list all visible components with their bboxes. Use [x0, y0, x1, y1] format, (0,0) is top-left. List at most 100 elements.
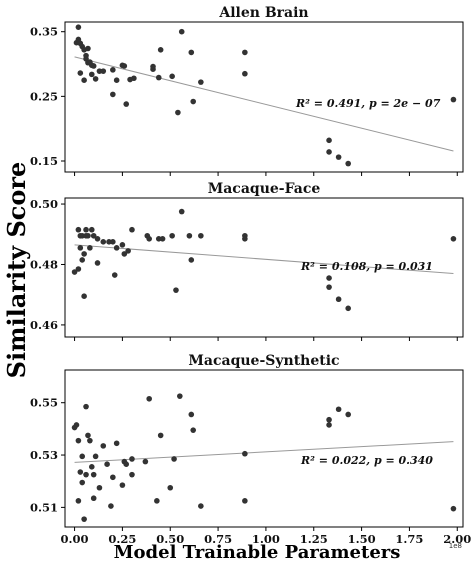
x-tick-label: 0.00 — [61, 532, 89, 546]
data-point — [111, 272, 118, 278]
y-tick-label: 0.46 — [30, 318, 58, 332]
y-axis-label: Similarity Score — [2, 162, 31, 379]
x-tick-label: 2.00 — [443, 532, 471, 546]
data-point — [159, 235, 166, 242]
data-point — [88, 226, 95, 233]
data-point — [100, 239, 107, 245]
data-point — [113, 440, 120, 447]
data-point — [146, 395, 152, 402]
x-tick-label: 1.25 — [300, 532, 328, 546]
data-point — [75, 24, 82, 30]
panel-title: Allen Brain — [218, 5, 308, 21]
data-point — [81, 293, 87, 300]
data-point — [90, 63, 97, 69]
y-tick-label: 0.48 — [30, 257, 58, 271]
data-point — [104, 461, 110, 468]
data-point — [188, 49, 195, 56]
panel-title: Macaque-Synthetic — [188, 353, 339, 369]
data-point — [178, 208, 185, 215]
data-point — [450, 96, 457, 103]
data-point — [129, 456, 135, 462]
data-point — [77, 70, 84, 76]
data-point — [450, 235, 457, 242]
x-tick-label: 1.75 — [395, 532, 423, 546]
data-point — [77, 469, 84, 475]
data-point — [150, 66, 156, 72]
data-point — [190, 98, 197, 105]
data-point — [125, 248, 131, 254]
data-point — [77, 245, 84, 251]
y-tick-label: 0.25 — [30, 89, 58, 103]
data-point — [169, 232, 175, 239]
data-point — [96, 484, 103, 491]
y-tick-label: 0.50 — [30, 197, 58, 211]
data-point — [75, 266, 82, 272]
data-point — [171, 456, 177, 462]
data-point — [335, 296, 342, 303]
data-point — [71, 269, 78, 275]
data-point — [110, 91, 116, 98]
data-point — [198, 503, 204, 509]
data-point — [79, 232, 86, 239]
data-point — [81, 251, 87, 257]
data-point — [142, 458, 149, 465]
stat-annotation: R² = 0.491, p = 2e − 07 — [295, 97, 441, 110]
data-point — [85, 432, 91, 439]
data-point — [90, 471, 97, 478]
y-tick-label: 0.53 — [30, 448, 58, 462]
data-point — [169, 73, 175, 80]
stat-annotation: R² = 0.108, p = 0.031 — [300, 260, 433, 273]
data-point — [157, 47, 164, 53]
data-point — [92, 453, 99, 460]
panel-title: Macaque-Face — [208, 181, 321, 197]
data-point — [81, 516, 87, 522]
x-tick-label: 1.00 — [252, 532, 280, 546]
data-point — [75, 498, 82, 504]
data-point — [79, 453, 86, 460]
data-point — [242, 49, 248, 56]
data-point — [96, 68, 103, 74]
stat-annotation: R² = 0.022, p = 0.340 — [300, 454, 433, 467]
data-point — [175, 109, 181, 116]
data-point — [110, 67, 116, 73]
data-point — [326, 137, 332, 144]
data-point — [198, 232, 204, 239]
data-point — [73, 422, 80, 428]
data-point — [178, 28, 185, 35]
regression-line — [74, 244, 454, 275]
data-point — [100, 443, 107, 449]
data-point — [345, 160, 351, 167]
data-point — [345, 411, 351, 418]
data-point — [94, 260, 101, 266]
data-point — [190, 427, 197, 433]
data-point — [131, 75, 137, 82]
data-point — [85, 232, 91, 239]
data-point — [110, 474, 116, 481]
data-point — [94, 235, 101, 242]
data-point — [155, 74, 162, 81]
data-point — [110, 239, 116, 245]
data-point — [177, 393, 183, 399]
data-point — [198, 79, 204, 85]
data-point — [326, 422, 332, 428]
y-tick-label: 0.55 — [30, 396, 58, 410]
y-tick-label: 0.51 — [30, 500, 58, 514]
data-point — [167, 484, 174, 491]
data-point — [83, 471, 89, 478]
regression-line — [74, 56, 454, 152]
data-point — [87, 437, 93, 444]
data-point — [119, 242, 126, 248]
data-point — [326, 275, 332, 281]
plot-frame — [64, 369, 464, 528]
data-point — [188, 411, 195, 418]
data-point — [121, 63, 128, 69]
data-point — [326, 416, 332, 423]
data-point — [129, 471, 135, 478]
data-point — [87, 245, 93, 251]
x-axis-label: Model Trainable Parameters — [114, 542, 401, 563]
data-point — [121, 251, 128, 257]
data-point — [242, 498, 248, 504]
data-point — [92, 76, 99, 82]
data-point — [326, 149, 332, 155]
data-point — [79, 479, 86, 486]
